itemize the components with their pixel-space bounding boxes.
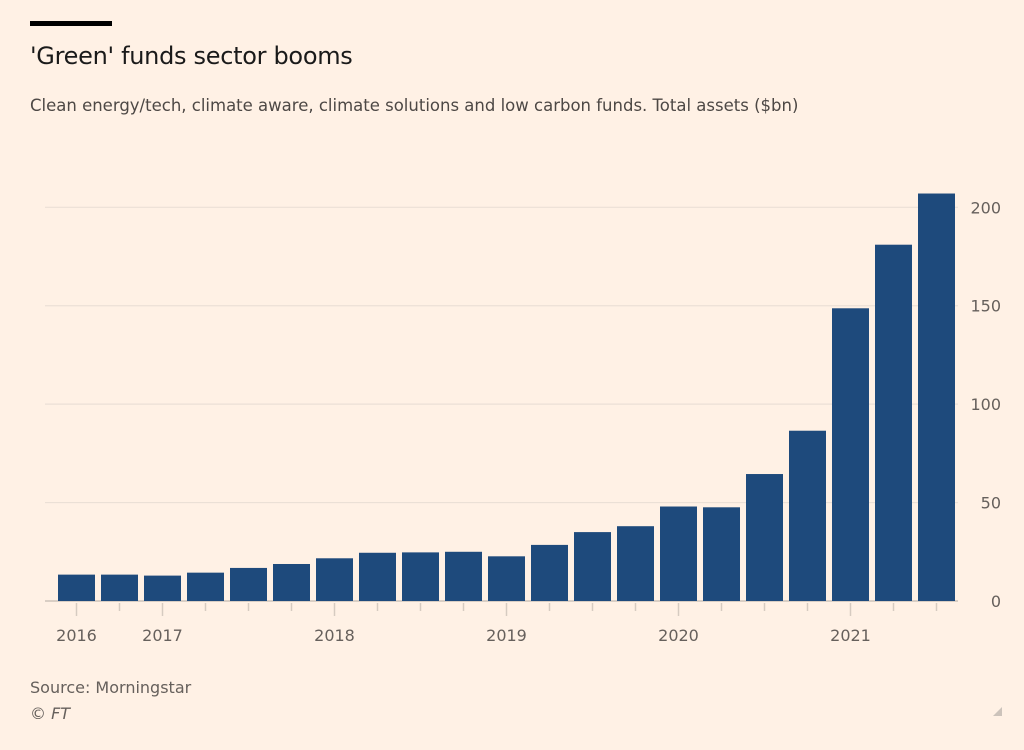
bar [402,552,439,601]
bar [746,474,783,601]
y-tick-label: 150 [970,297,1001,316]
bar [316,558,353,601]
bar [789,430,826,601]
y-tick-label: 100 [970,395,1001,414]
bar [660,506,697,601]
bar [58,574,95,601]
bar [488,556,525,601]
bar [230,567,267,601]
copyright-credit: © FT [30,704,71,723]
x-tick-label: 2017 [142,626,183,645]
bar [918,193,955,601]
bar [144,575,181,601]
ft-title-bar [30,21,112,26]
x-tick-label: 2016 [56,626,97,645]
bar [359,552,396,601]
y-tick-label: 200 [970,198,1001,217]
y-tick-label: 50 [981,494,1001,513]
x-tick-label: 2021 [830,626,871,645]
bar [703,507,740,601]
bar [531,544,568,601]
bar [101,574,138,601]
bar [187,572,224,601]
chart-subtitle: Clean energy/tech, climate aware, climat… [30,96,799,115]
x-tick-label: 2019 [486,626,527,645]
bar [617,526,654,601]
bar [445,551,482,601]
source-note: Source: Morningstar [30,678,192,697]
y-tick-label: 0 [991,592,1001,611]
resize-grip-icon[interactable] [993,707,1002,716]
chart-title: 'Green' funds sector booms [30,42,353,70]
bar [273,563,310,601]
x-tick-label: 2020 [658,626,699,645]
bar [832,308,869,601]
bar [875,244,912,601]
x-tick-label: 2018 [314,626,355,645]
bar [574,532,611,601]
